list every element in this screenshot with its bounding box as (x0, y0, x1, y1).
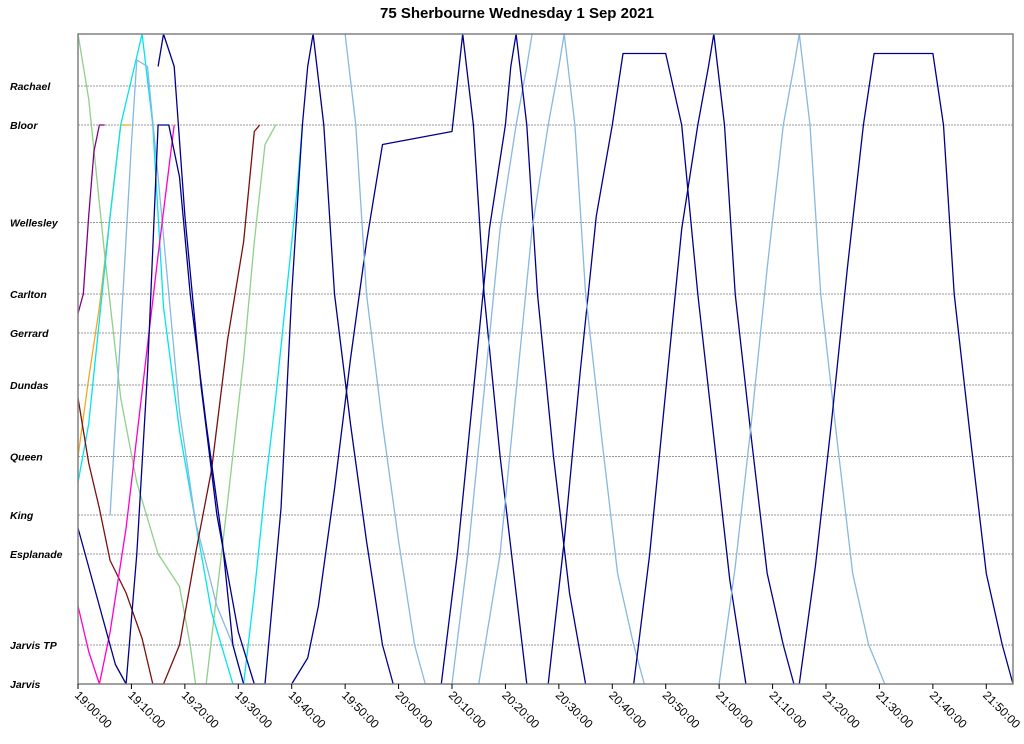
chart-title: 75 Sherbourne Wednesday 1 Sep 2021 (380, 5, 654, 22)
stop-label-rachael: Rachael (10, 81, 51, 93)
trip-line-2 (205, 124, 277, 685)
x-tick-label-10: 20:40:00 (606, 688, 649, 731)
stop-labels: Jarvis Jarvis TP Esplanade King Queen Dundas G… (10, 81, 63, 691)
x-tick-label-3: 19:30:00 (232, 688, 275, 731)
trip-line-17 (633, 33, 795, 685)
trip-line-6 (109, 59, 245, 685)
x-tick-label-14: 21:20:00 (820, 688, 863, 731)
x-tick-label-13: 21:10:00 (766, 688, 809, 731)
trip-line-11 (312, 33, 394, 685)
series-layer (77, 33, 1014, 685)
x-tick-label-15: 21:30:00 (873, 688, 916, 731)
stop-label-carlton: Carlton (10, 289, 47, 301)
stop-label-king: King (10, 510, 34, 522)
trip-line-18 (718, 33, 886, 685)
stop-label-jarvis: Jarvis (10, 679, 41, 691)
trip-line-4 (77, 124, 105, 314)
x-tick-label-6: 20:00:00 (392, 688, 435, 731)
trip-line-16 (478, 33, 645, 685)
trip-line-12 (291, 33, 528, 685)
time-ticks: 19:00:00 19:10:00 19:20:00 19:30:00 19:40:00… (72, 684, 1023, 731)
x-tick-label-16: 21:40:00 (927, 688, 970, 731)
plot-frame (77, 33, 1014, 685)
stop-label-dundas: Dundas (10, 380, 49, 392)
trip-line-8 (77, 124, 175, 685)
x-tick-label-1: 19:10:00 (125, 688, 168, 731)
stop-label-queen: Queen (10, 452, 43, 464)
trip-line-10 (157, 33, 255, 685)
trip-line-14 (440, 33, 587, 685)
grid-layer (78, 85, 1013, 646)
stop-label-wellesley: Wellesley (10, 218, 59, 230)
trip-line-9 (77, 33, 314, 685)
x-tick-label-0: 19:00:00 (72, 688, 115, 731)
x-tick-label-12: 21:00:00 (713, 688, 756, 731)
stop-label-jarvis-tp: Jarvis TP (10, 640, 58, 652)
x-tick-label-8: 20:20:00 (499, 688, 542, 731)
x-tick-label-9: 20:30:00 (553, 688, 596, 731)
x-tick-label-17: 21:50:00 (980, 688, 1023, 731)
stop-label-bloor: Bloor (10, 120, 38, 132)
trip-line-19 (798, 52, 1014, 685)
x-tick-label-2: 19:20:00 (179, 688, 222, 731)
stop-label-esplanade: Esplanade (10, 549, 63, 561)
stop-label-gerrard: Gerrard (10, 328, 49, 340)
trip-line-3 (77, 124, 132, 457)
trip-line-15 (547, 52, 747, 685)
x-tick-label-4: 19:40:00 (286, 688, 329, 731)
x-tick-label-7: 20:10:00 (446, 688, 489, 731)
x-tick-label-11: 20:50:00 (660, 688, 703, 731)
x-tick-label-5: 19:50:00 (339, 688, 382, 731)
